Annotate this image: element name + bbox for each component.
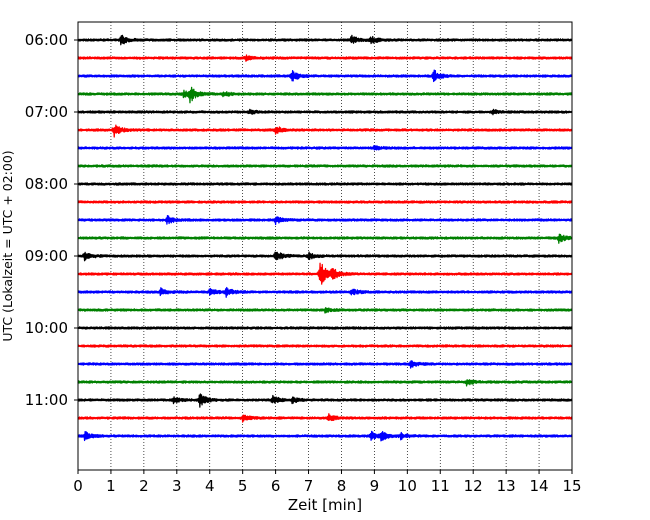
- trace-line: [77, 182, 573, 186]
- x-tick-label: 8: [337, 477, 347, 495]
- y-tick-label: 09:00: [25, 247, 68, 265]
- x-tick-label: 3: [172, 477, 182, 495]
- x-tick-label: 2: [139, 477, 149, 495]
- trace-line: [77, 262, 573, 285]
- trace-line: [77, 124, 573, 138]
- trace-line: [77, 307, 573, 314]
- x-tick-label: 4: [205, 477, 215, 495]
- trace-line: [77, 393, 573, 408]
- x-tick-label: 12: [464, 477, 483, 495]
- y-tick-label: 08:00: [25, 175, 68, 193]
- seismogram-traces: [77, 34, 573, 442]
- x-tick-label: 9: [370, 477, 380, 495]
- trace-line: [77, 86, 573, 104]
- trace-line: [77, 164, 573, 168]
- trace-line: [77, 286, 573, 298]
- trace-line: [77, 54, 573, 62]
- x-axis-ticks: 0 1 2 3 4 5 6 7 8 9 10 11 12 13 14 15: [73, 470, 582, 495]
- trace-line: [77, 145, 573, 151]
- y-axis-label: UTC (Lokalzeit = UTC + 02:00): [0, 150, 15, 341]
- trace-line: [77, 360, 573, 369]
- trace-line: [77, 430, 573, 442]
- y-tick-label: 07:00: [25, 103, 68, 121]
- trace-line: [77, 69, 573, 83]
- x-tick-label: 6: [271, 477, 281, 495]
- x-tick-label: 10: [398, 477, 417, 495]
- trace-line: [77, 326, 573, 330]
- trace-line: [77, 379, 573, 387]
- trace-line: [77, 200, 573, 204]
- trace-line: [77, 214, 573, 226]
- y-tick-label: 06:00: [25, 31, 68, 49]
- x-tick-label: 15: [562, 477, 581, 495]
- trace-line: [77, 233, 573, 244]
- x-tick-label: 13: [497, 477, 516, 495]
- trace-line: [77, 251, 573, 262]
- x-tick-label: 1: [106, 477, 116, 495]
- x-tick-label: 7: [304, 477, 314, 495]
- trace-line: [77, 108, 573, 116]
- vertical-gridlines: [110, 22, 540, 470]
- plot-frame: [77, 21, 573, 471]
- x-axis-label: Zeit [min]: [288, 496, 362, 514]
- trace-line: [77, 344, 573, 348]
- x-tick-label: 5: [238, 477, 248, 495]
- trace-line: [77, 413, 573, 423]
- x-tick-label: 0: [73, 477, 83, 495]
- x-tick-label: 14: [530, 477, 549, 495]
- x-tick-label: 11: [431, 477, 450, 495]
- trace-line: [77, 34, 573, 46]
- y-tick-label: 11:00: [25, 391, 68, 409]
- y-tick-label: 10:00: [25, 319, 68, 337]
- y-axis-ticks: 06:00 07:00 08:00 09:00 10:00 11:00: [25, 31, 78, 409]
